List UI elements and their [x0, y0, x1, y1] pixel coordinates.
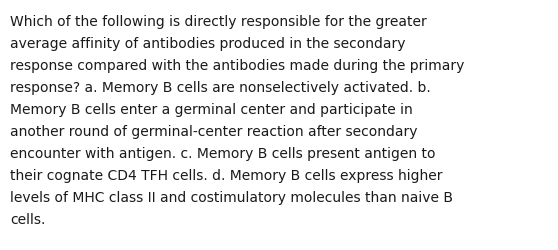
Text: average affinity of antibodies produced in the secondary: average affinity of antibodies produced … — [10, 37, 406, 51]
Text: response compared with the antibodies made during the primary: response compared with the antibodies ma… — [10, 59, 464, 73]
Text: levels of MHC class II and costimulatory molecules than naive B: levels of MHC class II and costimulatory… — [10, 190, 453, 204]
Text: Which of the following is directly responsible for the greater: Which of the following is directly respo… — [10, 15, 427, 29]
Text: cells.: cells. — [10, 212, 45, 226]
Text: encounter with antigen. c. Memory B cells present antigen to: encounter with antigen. c. Memory B cell… — [10, 146, 435, 160]
Text: another round of germinal-center reaction after secondary: another round of germinal-center reactio… — [10, 124, 417, 138]
Text: their cognate CD4 TFH cells. d. Memory B cells express higher: their cognate CD4 TFH cells. d. Memory B… — [10, 168, 442, 182]
Text: Memory B cells enter a germinal center and participate in: Memory B cells enter a germinal center a… — [10, 102, 413, 117]
Text: response? a. Memory B cells are nonselectively activated. b.: response? a. Memory B cells are nonselec… — [10, 81, 431, 94]
